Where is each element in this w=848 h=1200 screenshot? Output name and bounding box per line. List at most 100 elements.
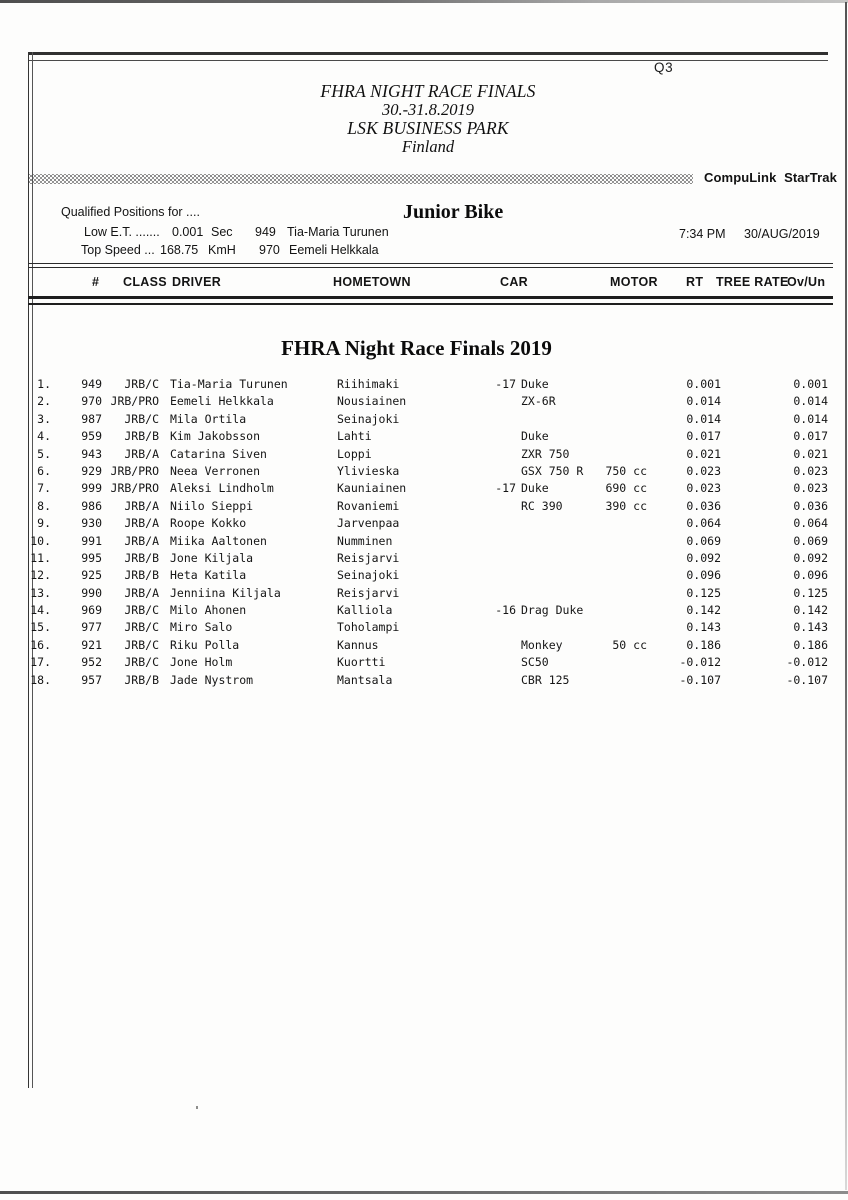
cell-hometown: Nousiainen [337, 394, 407, 409]
table-row: 10. 991 JRB/A Miika Aaltonen Numminen 0.069 0.… [0, 534, 848, 551]
table-row: 18. 957 JRB/B Jade Nystrom Mantsala CBR 125 -0… [0, 673, 848, 690]
cell-driver: Roope Kokko [170, 516, 247, 531]
table-row: 1. 949 JRB/C Tia-Maria Turunen Riihimaki -17 D… [0, 377, 848, 394]
top-speed-label: Top Speed ... [81, 243, 155, 257]
cell-car-year: -17 [495, 481, 516, 496]
scan-edge-right [845, 2, 847, 1190]
cell-position: 5. [37, 446, 51, 461]
table-row: 15. 977 JRB/C Miro Salo Toholampi 0.143 0.143 [0, 620, 848, 637]
cell-position: 1. [37, 377, 51, 391]
cell-rt: 0.021 [686, 446, 721, 461]
sheet-label: Q3 [654, 60, 674, 75]
cell-hometown: Numminen [337, 533, 393, 548]
table-row: 16. 921 JRB/C Riku Polla Kannus Monkey 50 cc 0.… [0, 638, 848, 655]
cell-car-number: 943 [81, 446, 102, 461]
cell-class: JRB/A [124, 498, 159, 513]
cell-hometown: Reisjarvi [337, 550, 400, 565]
cell-class: JRB/A [124, 516, 159, 531]
cell-position: 6. [37, 463, 51, 478]
cell-car-number: 921 [81, 637, 102, 652]
cell-hometown: Lahti [337, 429, 372, 444]
cell-rt: 0.014 [686, 394, 721, 409]
cell-ovun: -0.107 [786, 672, 828, 687]
cell-driver: Jade Nystrom [170, 672, 254, 687]
event-dates: 30.-31.8.2019 [381, 99, 475, 119]
cell-driver: Aleksi Lindholm [170, 481, 274, 496]
cell-car-model: Duke [521, 429, 549, 444]
cell-position: 4. [37, 429, 51, 444]
cell-ovun: 0.186 [793, 637, 828, 652]
cell-position: 17. [30, 655, 51, 670]
table-row: 12. 925 JRB/B Heta Katila Seinajoki 0.096 0.09… [0, 568, 848, 585]
cell-position: 2. [37, 394, 51, 409]
cell-car-number: 930 [81, 516, 102, 531]
cell-hometown: Seinajoki [337, 411, 400, 426]
low-et-label: Low E.T. ....... [84, 225, 160, 239]
table-row: 3. 987 JRB/C Mila Ortila Seinajoki 0.014 0.014 [0, 412, 848, 429]
cell-class: JRB/C [124, 377, 159, 391]
scan-speck [196, 1106, 198, 1109]
cell-car-number: 929 [81, 463, 102, 478]
cell-hometown: Ylivieska [337, 463, 400, 478]
cell-class: JRB/A [124, 585, 159, 600]
cell-rt: 0.014 [686, 411, 721, 426]
cell-motor: 390 cc [605, 498, 647, 513]
cell-car-number: 959 [81, 429, 102, 444]
low-et-driver: Tia-Maria Turunen [287, 225, 389, 239]
cell-position: 10. [30, 533, 51, 548]
cell-ovun: -0.012 [786, 655, 828, 670]
cell-rt: 0.001 [686, 377, 721, 391]
cell-car-model: ZX-6R [521, 394, 556, 409]
column-header-class: CLASS [123, 275, 167, 289]
cell-car-number: 991 [81, 533, 102, 548]
cell-driver: Riku Polla [170, 637, 240, 652]
column-header-tree-rate: TREE RATE [716, 275, 789, 289]
cell-ovun: 0.023 [793, 481, 828, 496]
cell-driver: Mila Ortila [170, 411, 247, 426]
cell-position: 7. [37, 481, 51, 496]
cell-ovun: 0.069 [793, 533, 828, 548]
cell-class: JRB/PRO [110, 394, 159, 409]
cell-position: 11. [30, 550, 51, 565]
cell-car-number: 977 [81, 620, 102, 635]
halftone-separator [29, 174, 693, 184]
results-section-title: FHRA Night Race Finals 2019 [281, 336, 552, 360]
cell-rt: 0.142 [686, 603, 721, 618]
cell-driver: Jone Kiljala [170, 550, 254, 565]
cell-driver: Niilo Sieppi [170, 498, 254, 513]
cell-hometown: Toholampi [337, 620, 400, 635]
cell-car-number: 995 [81, 550, 102, 565]
cell-ovun: 0.092 [793, 550, 828, 565]
event-venue: LSK BUSINESS PARK [347, 117, 509, 138]
header-rule-bottom [28, 296, 833, 305]
cell-position: 14. [30, 603, 51, 618]
cell-hometown: Kalliola [337, 603, 393, 618]
column-header-rt: RT [686, 275, 704, 289]
cell-ovun: 0.014 [793, 394, 828, 409]
column-header-ovun: Ov/Un [787, 275, 826, 289]
cell-car-year: -16 [495, 603, 516, 618]
table-row: 13. 990 JRB/A Jenniina Kiljala Reisjarvi 0.12… [0, 586, 848, 603]
cell-driver: Milo Ahonen [170, 603, 247, 618]
cell-rt: 0.017 [686, 429, 721, 444]
scan-edge-top [0, 0, 848, 3]
cell-position: 18. [30, 672, 51, 687]
cell-position: 15. [30, 620, 51, 635]
table-row: 7. 999 JRB/PRO Aleksi Lindholm Kauniainen -17… [0, 481, 848, 498]
low-et-unit: Sec [211, 225, 233, 239]
cell-driver: Miro Salo [170, 620, 233, 635]
cell-car-model: CBR 125 [521, 672, 570, 687]
column-header-number: # [92, 275, 100, 289]
race-class-name: Junior Bike [403, 201, 504, 223]
cell-ovun: 0.064 [793, 516, 828, 531]
cell-ovun: 0.017 [793, 429, 828, 444]
cell-hometown: Reisjarvi [337, 585, 400, 600]
page-frame-left-border [28, 52, 33, 1088]
cell-position: 8. [37, 498, 51, 513]
cell-rt: 0.023 [686, 481, 721, 496]
cell-ovun: 0.021 [793, 446, 828, 461]
cell-car-number: 969 [81, 603, 102, 618]
scan-edge-bottom [0, 1191, 848, 1194]
cell-rt: 0.092 [686, 550, 721, 565]
cell-rt: 0.069 [686, 533, 721, 548]
